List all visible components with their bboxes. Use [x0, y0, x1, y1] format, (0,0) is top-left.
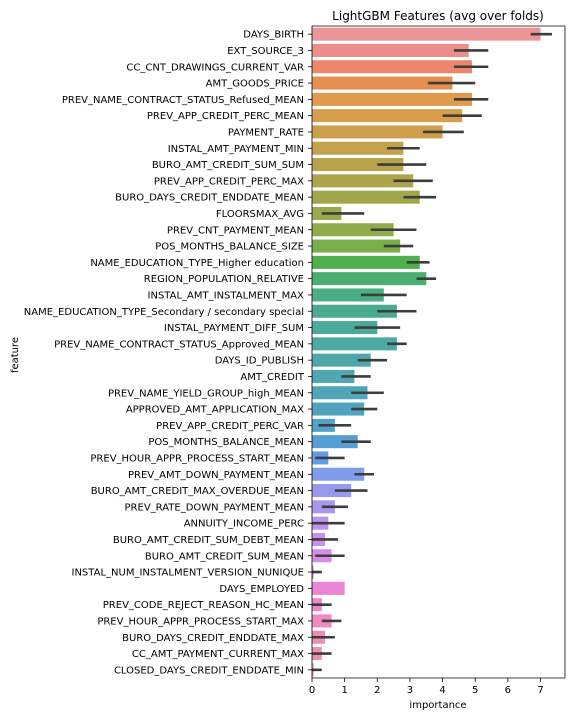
feature-tick-label: ANNUITY_INCOME_PERC — [184, 519, 304, 530]
feature-tick-label: PREV_CNT_PAYMENT_MEAN — [167, 225, 304, 236]
bar — [312, 109, 463, 123]
bar — [312, 304, 397, 318]
feature-tick-label: BURO_AMT_CREDIT_SUM_MEAN — [145, 551, 304, 562]
feature-tick-label: BURO_DAYS_CREDIT_ENDDATE_MAX — [122, 633, 304, 644]
feature-tick-label: INSTAL_AMT_INSTALMENT_MAX — [148, 290, 305, 301]
feature-tick-label: BURO_AMT_CREDIT_SUM_DEBT_MEAN — [113, 535, 304, 546]
feature-tick-label: DAYS_EMPLOYED — [219, 584, 304, 595]
feature-tick-label: BURO_AMT_CREDIT_MAX_OVERDUE_MEAN — [91, 486, 304, 497]
feature-tick-label: REGION_POPULATION_RELATIVE — [144, 274, 304, 285]
x-tick-label: 2 — [374, 685, 380, 696]
x-tick-label: 0 — [309, 685, 315, 696]
bar — [312, 353, 371, 367]
bar — [312, 288, 384, 302]
bar — [312, 386, 368, 400]
x-tick-label: 5 — [472, 685, 478, 696]
bar — [312, 255, 420, 269]
feature-tick-label: PREV_AMT_DOWN_PAYMENT_MEAN — [128, 470, 304, 481]
feature-tick-label: PREV_RATE_DOWN_PAYMENT_MEAN — [125, 502, 304, 513]
feature-tick-label: INSTAL_PAYMENT_DIFF_SUM — [164, 323, 304, 334]
x-tick-label: 1 — [341, 685, 347, 696]
feature-tick-label: PREV_HOUR_APPR_PROCESS_START_MEAN — [90, 453, 304, 464]
bar — [312, 581, 345, 595]
feature-tick-label: PREV_NAME_YIELD_GROUP_high_MEAN — [108, 388, 304, 399]
feature-tick-label: DAYS_BIRTH — [243, 30, 304, 41]
feature-tick-label: CC_CNT_DRAWINGS_CURRENT_VAR — [126, 62, 304, 73]
feature-tick-label: CLOSED_DAYS_CREDIT_ENDDATE_MIN — [114, 665, 304, 676]
bar — [312, 321, 378, 335]
feature-tick-label: INSTAL_AMT_PAYMENT_MIN — [168, 144, 304, 155]
feature-tick-label: PREV_NAME_CONTRACT_STATUS_Refused_MEAN — [62, 95, 304, 106]
bar — [312, 27, 541, 41]
x-tick-label: 4 — [439, 685, 445, 696]
feature-tick-label: PREV_APP_CREDIT_PERC_MEAN — [147, 111, 304, 122]
feature-tick-label: BURO_DAYS_CREDIT_ENDDATE_MEAN — [115, 193, 304, 204]
feature-tick-label: POS_MONTHS_BALANCE_SIZE — [155, 242, 304, 253]
bar — [312, 467, 365, 481]
bar — [312, 223, 394, 237]
bar — [312, 435, 358, 449]
feature-tick-label: NAME_EDUCATION_TYPE_Higher education — [90, 258, 304, 269]
x-axis-label: importance — [409, 700, 466, 711]
bar — [312, 92, 472, 106]
feature-tick-label: DAYS_ID_PUBLISH — [215, 356, 304, 367]
bar — [312, 43, 469, 57]
feature-tick-label: POS_MONTHS_BALANCE_MEAN — [148, 437, 304, 448]
x-tick-label: 6 — [505, 685, 511, 696]
bar — [312, 125, 443, 139]
feature-tick-label: PREV_APP_CREDIT_PERC_MAX — [154, 176, 304, 187]
feature-tick-label: EXT_SOURCE_3 — [227, 46, 304, 57]
feature-tick-label: CC_AMT_PAYMENT_CURRENT_MAX — [132, 649, 304, 660]
feature-tick-label: PAYMENT_RATE — [228, 127, 304, 138]
bar — [312, 158, 404, 172]
bar — [312, 60, 472, 74]
x-tick-label: 3 — [407, 685, 413, 696]
feature-tick-label: FLOORSMAX_AVG — [216, 209, 304, 220]
feature-tick-label: INSTAL_NUM_INSTALMENT_VERSION_NUNIQUE — [72, 568, 305, 579]
bar — [312, 141, 404, 155]
feature-labels-layer: DAYS_BIRTH EXT_SOURCE_3 CC_CNT_DRAWINGS_CU… — [24, 30, 305, 677]
y-axis-label: feature — [10, 337, 21, 373]
bar — [312, 337, 397, 351]
bar — [312, 239, 401, 253]
feature-tick-label: AMT_CREDIT — [240, 372, 304, 383]
chart-title: LightGBM Features (avg over folds) — [332, 9, 544, 23]
bar — [312, 484, 352, 498]
feature-tick-label: PREV_CODE_REJECT_REASON_HC_MEAN — [103, 600, 304, 611]
bar — [312, 272, 427, 286]
feature-tick-label: PREV_APP_CREDIT_PERC_VAR — [156, 421, 304, 432]
x-tick-label: 7 — [537, 685, 543, 696]
bar — [312, 402, 365, 416]
feature-tick-label: BURO_AMT_CREDIT_SUM_SUM — [152, 160, 304, 171]
error-bars-layer — [312, 32, 552, 672]
axes-layer: 0 1 2 3 4 5 6 7 — [308, 25, 566, 696]
feature-tick-label: PREV_NAME_CONTRACT_STATUS_Approved_MEAN — [54, 339, 304, 350]
feature-tick-label: NAME_EDUCATION_TYPE_Secondary / secondar… — [24, 307, 304, 318]
feature-tick-label: AMT_GOODS_PRICE — [206, 79, 304, 90]
feature-tick-label: APPROVED_AMT_APPLICATION_MAX — [126, 405, 304, 416]
bar — [312, 369, 355, 383]
bar — [312, 190, 420, 204]
bar — [312, 76, 453, 90]
feature-tick-label: PREV_HOUR_APPR_PROCESS_START_MAX — [97, 616, 304, 627]
bar — [312, 174, 414, 188]
